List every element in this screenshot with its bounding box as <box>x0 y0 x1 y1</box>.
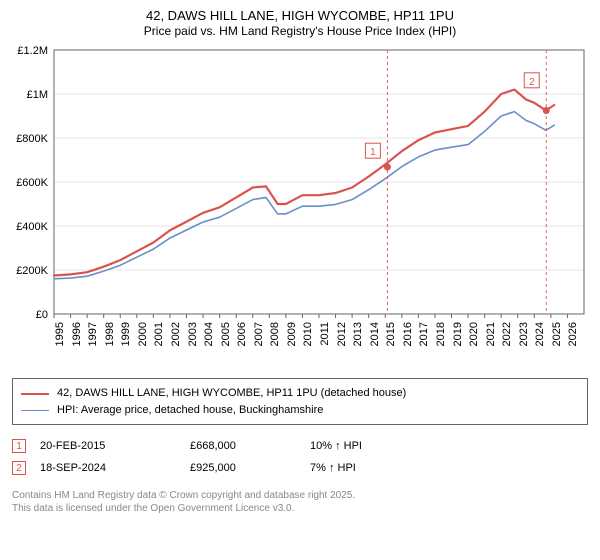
legend-label: 42, DAWS HILL LANE, HIGH WYCOMBE, HP11 1… <box>57 385 406 402</box>
marker-price: £668,000 <box>190 440 310 452</box>
x-tick-label: 2015 <box>385 322 397 346</box>
marker-date: 20-FEB-2015 <box>40 440 190 452</box>
line-chart-svg: £0 £200K £400K £600K £800K £1M £1.2M 1 2 <box>12 44 588 344</box>
marker-price: £925,000 <box>190 462 310 474</box>
marker-change: 7% ↑ HPI <box>310 462 420 474</box>
legend-swatch-price-paid <box>21 393 49 395</box>
legend-item-price-paid: 42, DAWS HILL LANE, HIGH WYCOMBE, HP11 1… <box>21 385 579 402</box>
x-tick-label: 2024 <box>534 322 546 346</box>
x-tick-label: 2009 <box>286 322 298 346</box>
svg-text:£200K: £200K <box>16 265 48 277</box>
svg-text:1: 1 <box>370 147 376 158</box>
x-tick-label: 1997 <box>87 322 99 346</box>
legend-label: HPI: Average price, detached house, Buck… <box>57 402 323 419</box>
footer-line: This data is licensed under the Open Gov… <box>12 502 588 515</box>
x-tick-label: 2011 <box>319 322 331 346</box>
chart-area: £0 £200K £400K £600K £800K £1M £1.2M 1 2 1995 199… <box>12 44 588 344</box>
x-tick-label: 2010 <box>302 322 314 346</box>
x-tick-label: 1999 <box>120 322 132 346</box>
svg-text:£800K: £800K <box>16 133 48 145</box>
marker-row: 2 18-SEP-2024 £925,000 7% ↑ HPI <box>12 457 588 479</box>
x-tick-label: 2016 <box>402 322 414 346</box>
x-tick-label: 1995 <box>54 322 66 346</box>
footer-note: Contains HM Land Registry data © Crown c… <box>12 489 588 515</box>
chart-title-line2: Price paid vs. HM Land Registry's House … <box>12 24 588 38</box>
x-tick-label: 2026 <box>567 322 579 346</box>
marker-table: 1 20-FEB-2015 £668,000 10% ↑ HPI 2 18-SE… <box>12 435 588 479</box>
x-tick-label: 2004 <box>203 322 215 346</box>
x-tick-label: 2019 <box>452 322 464 346</box>
legend-swatch-hpi <box>21 410 49 411</box>
marker-date: 18-SEP-2024 <box>40 462 190 474</box>
svg-text:£600K: £600K <box>16 177 48 189</box>
x-tick-label: 2022 <box>501 322 513 346</box>
x-tick-label: 2023 <box>518 322 530 346</box>
x-tick-label: 2017 <box>418 322 430 346</box>
legend: 42, DAWS HILL LANE, HIGH WYCOMBE, HP11 1… <box>12 378 588 425</box>
marker-row: 1 20-FEB-2015 £668,000 10% ↑ HPI <box>12 435 588 457</box>
footer-line: Contains HM Land Registry data © Crown c… <box>12 489 588 502</box>
svg-text:£0: £0 <box>36 309 48 321</box>
x-tick-label: 2018 <box>435 322 447 346</box>
svg-text:£400K: £400K <box>16 221 48 233</box>
legend-item-hpi: HPI: Average price, detached house, Buck… <box>21 402 579 419</box>
marker-change: 10% ↑ HPI <box>310 440 420 452</box>
x-tick-label: 2021 <box>485 322 497 346</box>
svg-text:2: 2 <box>529 77 535 88</box>
x-tick-label: 2025 <box>551 322 563 346</box>
x-tick-label: 2002 <box>170 322 182 346</box>
x-tick-label: 1998 <box>104 322 116 346</box>
x-tick-label: 2001 <box>153 322 165 346</box>
marker-badge-1: 1 <box>12 439 26 453</box>
x-tick-label: 2005 <box>220 322 232 346</box>
svg-text:£1M: £1M <box>27 89 48 101</box>
x-tick-label: 2013 <box>352 322 364 346</box>
marker-badge-2: 2 <box>12 461 26 475</box>
x-tick-label: 2008 <box>269 322 281 346</box>
x-tick-label: 2014 <box>369 322 381 346</box>
x-tick-label: 2006 <box>236 322 248 346</box>
x-tick-label: 2003 <box>187 322 199 346</box>
x-tick-label: 1996 <box>71 322 83 346</box>
svg-text:£1.2M: £1.2M <box>17 45 48 57</box>
chart-title-line1: 42, DAWS HILL LANE, HIGH WYCOMBE, HP11 1… <box>12 8 588 24</box>
x-tick-label: 2012 <box>336 322 348 346</box>
x-tick-label: 2020 <box>468 322 480 346</box>
x-tick-label: 2000 <box>137 322 149 346</box>
x-tick-label: 2007 <box>253 322 265 346</box>
